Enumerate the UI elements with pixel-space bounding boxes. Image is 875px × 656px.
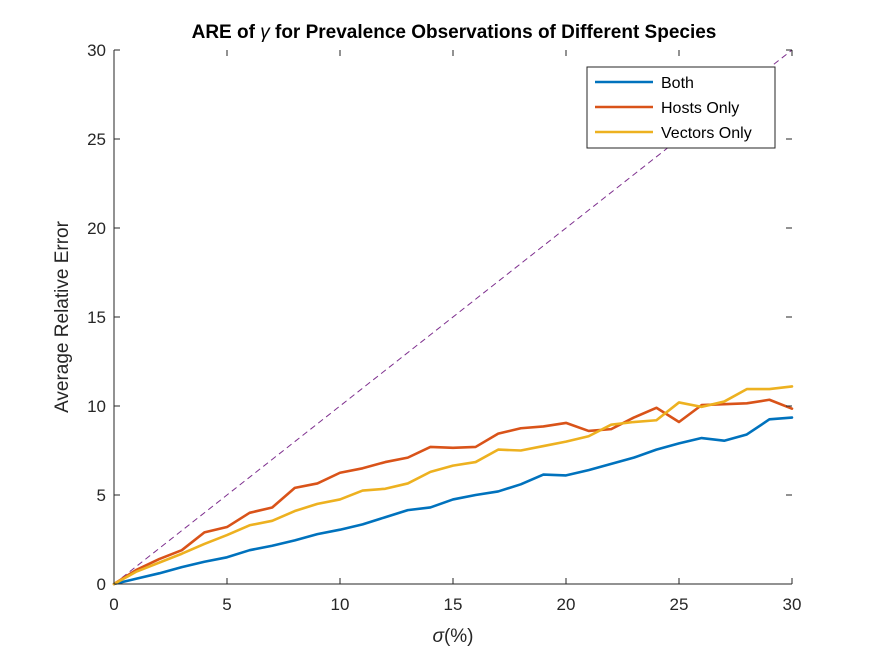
x-ticks: 0 5 10 15 20 25 30	[109, 50, 801, 614]
x-tick-label: 15	[444, 595, 463, 614]
legend-items: Both Hosts Only Vectors Only	[595, 75, 752, 142]
x-axis-label-unit: (%)	[444, 626, 474, 647]
y-tick-label: 0	[97, 575, 106, 594]
x-tick-label: 30	[783, 595, 802, 614]
x-tick-label: 5	[222, 595, 231, 614]
y-axis-label: Average Relative Error	[52, 220, 73, 413]
chart-title: ARE of γ for Prevalence Observations of …	[192, 22, 717, 43]
legend-label: Both	[661, 75, 694, 92]
legend: Both Hosts Only Vectors Only	[586, 66, 776, 149]
x-tick-label: 0	[109, 595, 118, 614]
y-tick-label: 30	[87, 41, 106, 60]
x-axis-label: σ(%)	[432, 626, 473, 647]
y-ticks: 0 5 10 15 20 25 30	[87, 41, 792, 594]
title-suffix: for Prevalence Observations of Different…	[270, 22, 717, 43]
series-line-both	[112, 416, 794, 586]
y-tick-label: 20	[87, 219, 106, 238]
series-layer	[112, 385, 794, 586]
title-gamma-symbol: γ	[260, 22, 271, 43]
legend-label: Hosts Only	[661, 100, 739, 117]
x-tick-label: 20	[557, 595, 576, 614]
y-tick-label: 5	[97, 486, 106, 505]
series-line-vectors-only	[112, 385, 794, 586]
title-prefix: ARE of	[192, 22, 261, 43]
reference-line-layer	[113, 49, 793, 585]
legend-label: Vectors Only	[661, 125, 752, 142]
y-tick-label: 10	[87, 397, 106, 416]
y-tick-label: 15	[87, 308, 106, 327]
y-tick-label: 25	[87, 130, 106, 149]
series-line-hosts-only	[112, 398, 794, 586]
x-axis-label-sigma: σ	[432, 626, 445, 647]
x-tick-label: 10	[331, 595, 350, 614]
x-tick-label: 25	[670, 595, 689, 614]
reference-line	[113, 49, 793, 585]
